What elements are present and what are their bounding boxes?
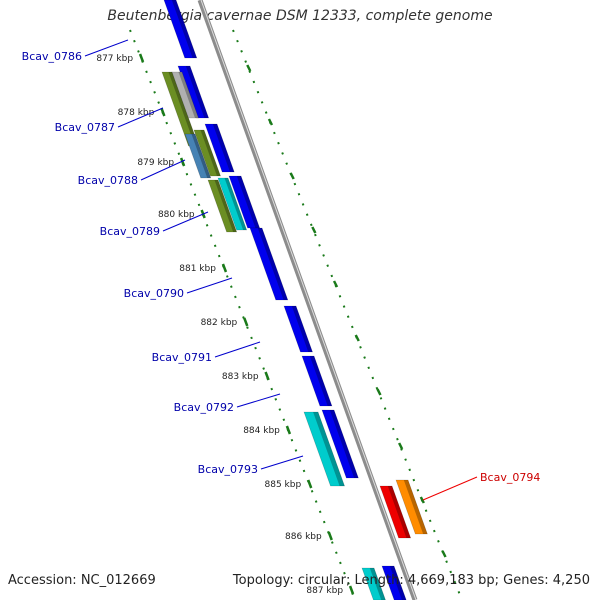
cds-block-0793 (321, 409, 359, 479)
gene-label-bcav_0794[interactable]: Bcav_0794 (480, 471, 540, 484)
cyan-block-1 (217, 177, 248, 231)
kbp-tick-mark (348, 585, 355, 595)
cds-block-0788 (204, 123, 235, 173)
kbp-tick-mark (307, 479, 313, 489)
grey-block-1 (171, 71, 199, 119)
cds-block-0793-shade (329, 410, 359, 478)
cds-block-0792-shade (309, 356, 332, 406)
feature-blocks (161, 0, 428, 600)
cds-block-0786-shade (171, 0, 197, 58)
orange-block-0794 (395, 479, 428, 535)
kbp-tick-mark (243, 317, 249, 327)
kbp-tick-mark (138, 53, 145, 63)
red-block-0794-shade (387, 486, 411, 538)
kbp-tick-mark (327, 531, 333, 541)
olive-block-2-shade (200, 130, 221, 176)
orange-block-0794-shade (403, 480, 428, 534)
olive-block-1-shade (168, 72, 199, 146)
kbp-tick-label: 886 kbp (285, 532, 322, 542)
kbp-tick-label: 880 kbp (158, 210, 195, 220)
kbp-tick-label: 882 kbp (201, 318, 238, 328)
summary-text: Topology: circular; Length: 4,669,183 bp… (232, 573, 590, 588)
kbp-tick-label: 881 kbp (179, 264, 216, 274)
gene-labels: Bcav_0786 Bcav_0787 Bcav_0788 Bcav_0789 Bcav… (22, 39, 540, 501)
cds-block-0788-shade (212, 124, 235, 172)
grey-block-1-shade (178, 72, 199, 118)
gene-label-bcav_0786[interactable]: Bcav_0786 (22, 50, 82, 63)
steel-block-1-shade (191, 134, 211, 178)
inner-tick-mark (311, 226, 317, 234)
kbp-tick-label: 879 kbp (137, 158, 174, 168)
kbp-tick-mark (285, 425, 292, 435)
inner-track-line (232, 29, 463, 600)
backbone-line (197, 0, 418, 600)
gene-leader-line (260, 455, 304, 470)
cds-block-0792 (301, 355, 333, 407)
inner-tick-mark (376, 388, 382, 396)
gene-label-bcav_0788[interactable]: Bcav_0788 (78, 174, 138, 187)
inner-tick-mark (267, 118, 274, 126)
cds-block-0791 (283, 305, 313, 353)
gene-leader-line (422, 476, 478, 501)
kbp-tick-label: 884 kbp (243, 426, 280, 436)
cds-block-0795 (381, 565, 407, 600)
olive-block-2 (193, 129, 221, 177)
gene-leader-line (140, 159, 186, 181)
gene-label-bcav_0791[interactable]: Bcav_0791 (152, 351, 212, 364)
kbp-ticks: 877 kbp 878 kbp 879 kbp 880 kbp 881 kbp 882 k… (96, 53, 447, 596)
cds-block-0787-shade (185, 66, 209, 118)
inner-tick-mark (332, 280, 339, 288)
kbp-tick-mark (179, 157, 186, 167)
kbp-tick-mark (264, 371, 270, 381)
cyan-block-2 (303, 411, 345, 487)
red-block-0794 (379, 485, 412, 539)
olive-block-3-shade (214, 180, 237, 232)
cyan-block-3 (361, 567, 386, 600)
gene-leader-line (117, 107, 164, 128)
kbp-tick-label: 878 kbp (118, 108, 155, 118)
gene-label-bcav_0792[interactable]: Bcav_0792 (174, 401, 234, 414)
cds-block-0789-shade (236, 176, 260, 228)
gene-leader-line (84, 39, 129, 57)
inner-tick-mark (398, 442, 404, 450)
cds-block-0786 (163, 0, 198, 59)
inner-tick-mark (354, 334, 360, 342)
cds-block-0790 (249, 227, 289, 301)
cds-block-0791-shade (291, 306, 313, 352)
gene-leader-line (186, 277, 233, 294)
kbp-tick-label: 883 kbp (222, 372, 259, 382)
kbp-tick-label: 885 kbp (265, 480, 302, 490)
kbp-tick-mark (160, 107, 166, 117)
gene-label-bcav_0793[interactable]: Bcav_0793 (198, 463, 258, 476)
gene-label-bcav_0787[interactable]: Bcav_0787 (55, 121, 115, 134)
kbp-tick-label: 887 kbp (306, 586, 343, 596)
inner-tick-mark (246, 64, 252, 72)
gene-leader-line (214, 341, 261, 358)
gene-leader-line (236, 393, 281, 408)
gene-label-bcav_0789[interactable]: Bcav_0789 (100, 225, 160, 238)
inner-tick-mark (289, 172, 295, 180)
backbone-highlight (200, 0, 417, 600)
cyan-block-3-shade (369, 568, 386, 600)
cds-block-0790-shade (257, 228, 288, 300)
inner-tick-mark (441, 550, 447, 558)
inner-tick-mark (419, 496, 425, 504)
cyan-block-1-shade (224, 178, 247, 230)
cyan-block-2-shade (313, 412, 345, 486)
kbp-tick-label: 877 kbp (96, 54, 133, 64)
accession-text: Accession: NC_012669 (8, 573, 156, 588)
gene-leader-line (162, 211, 209, 232)
kbp-tick-mark (221, 263, 228, 273)
cds-block-0795-shade (389, 566, 407, 600)
steel-block-1 (184, 133, 212, 179)
gene-label-bcav_0790[interactable]: Bcav_0790 (124, 287, 184, 300)
olive-block-3 (207, 179, 238, 233)
